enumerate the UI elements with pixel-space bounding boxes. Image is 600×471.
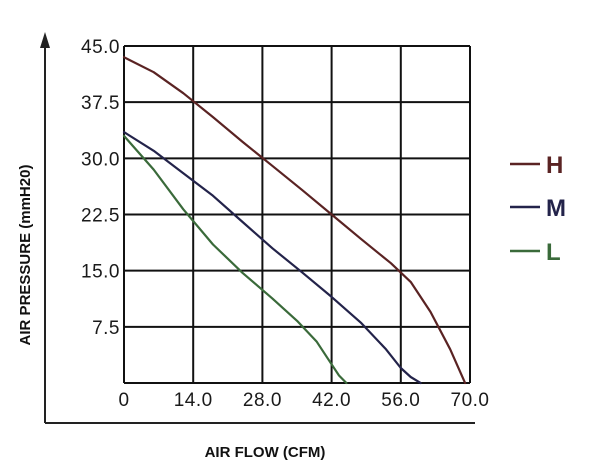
legend-label-m: M — [546, 195, 566, 222]
y-tick-label: 22.5 — [81, 206, 120, 227]
y-tick-label: 37.5 — [81, 93, 120, 114]
x-tick-label: 56.0 — [381, 390, 420, 411]
axes — [40, 32, 475, 424]
x-tick-label: 0 — [118, 390, 129, 411]
x-tick-label: 70.0 — [451, 390, 490, 411]
grid — [123, 45, 471, 384]
x-tick-label: 28.0 — [243, 390, 282, 411]
series-line-m — [122, 131, 422, 385]
x-tick-label: 14.0 — [174, 390, 213, 411]
y-tick-label: 7.5 — [92, 318, 120, 339]
y-axis-label: AIR PRESSURE (mmH20) — [17, 165, 34, 346]
series-layer — [122, 56, 467, 385]
y-axis-arrowhead — [40, 32, 50, 48]
y-tick-label: 45.0 — [81, 37, 120, 58]
series-line-l — [122, 134, 348, 385]
legend-label-l: L — [546, 239, 561, 266]
y-tick-label: 15.0 — [81, 262, 120, 283]
series-line-h — [122, 56, 467, 385]
x-axis-label: AIR FLOW (CFM) — [205, 444, 326, 461]
y-tick-label: 30.0 — [81, 149, 120, 170]
x-tick-label: 42.0 — [312, 390, 351, 411]
legend-label-h: H — [546, 152, 563, 179]
tick-labels: 7.5 15.0 22.5 30.0 37.5 45.0 0 14.0 28.0 42.0 56.0… — [81, 37, 489, 411]
legend: HML — [510, 152, 566, 266]
